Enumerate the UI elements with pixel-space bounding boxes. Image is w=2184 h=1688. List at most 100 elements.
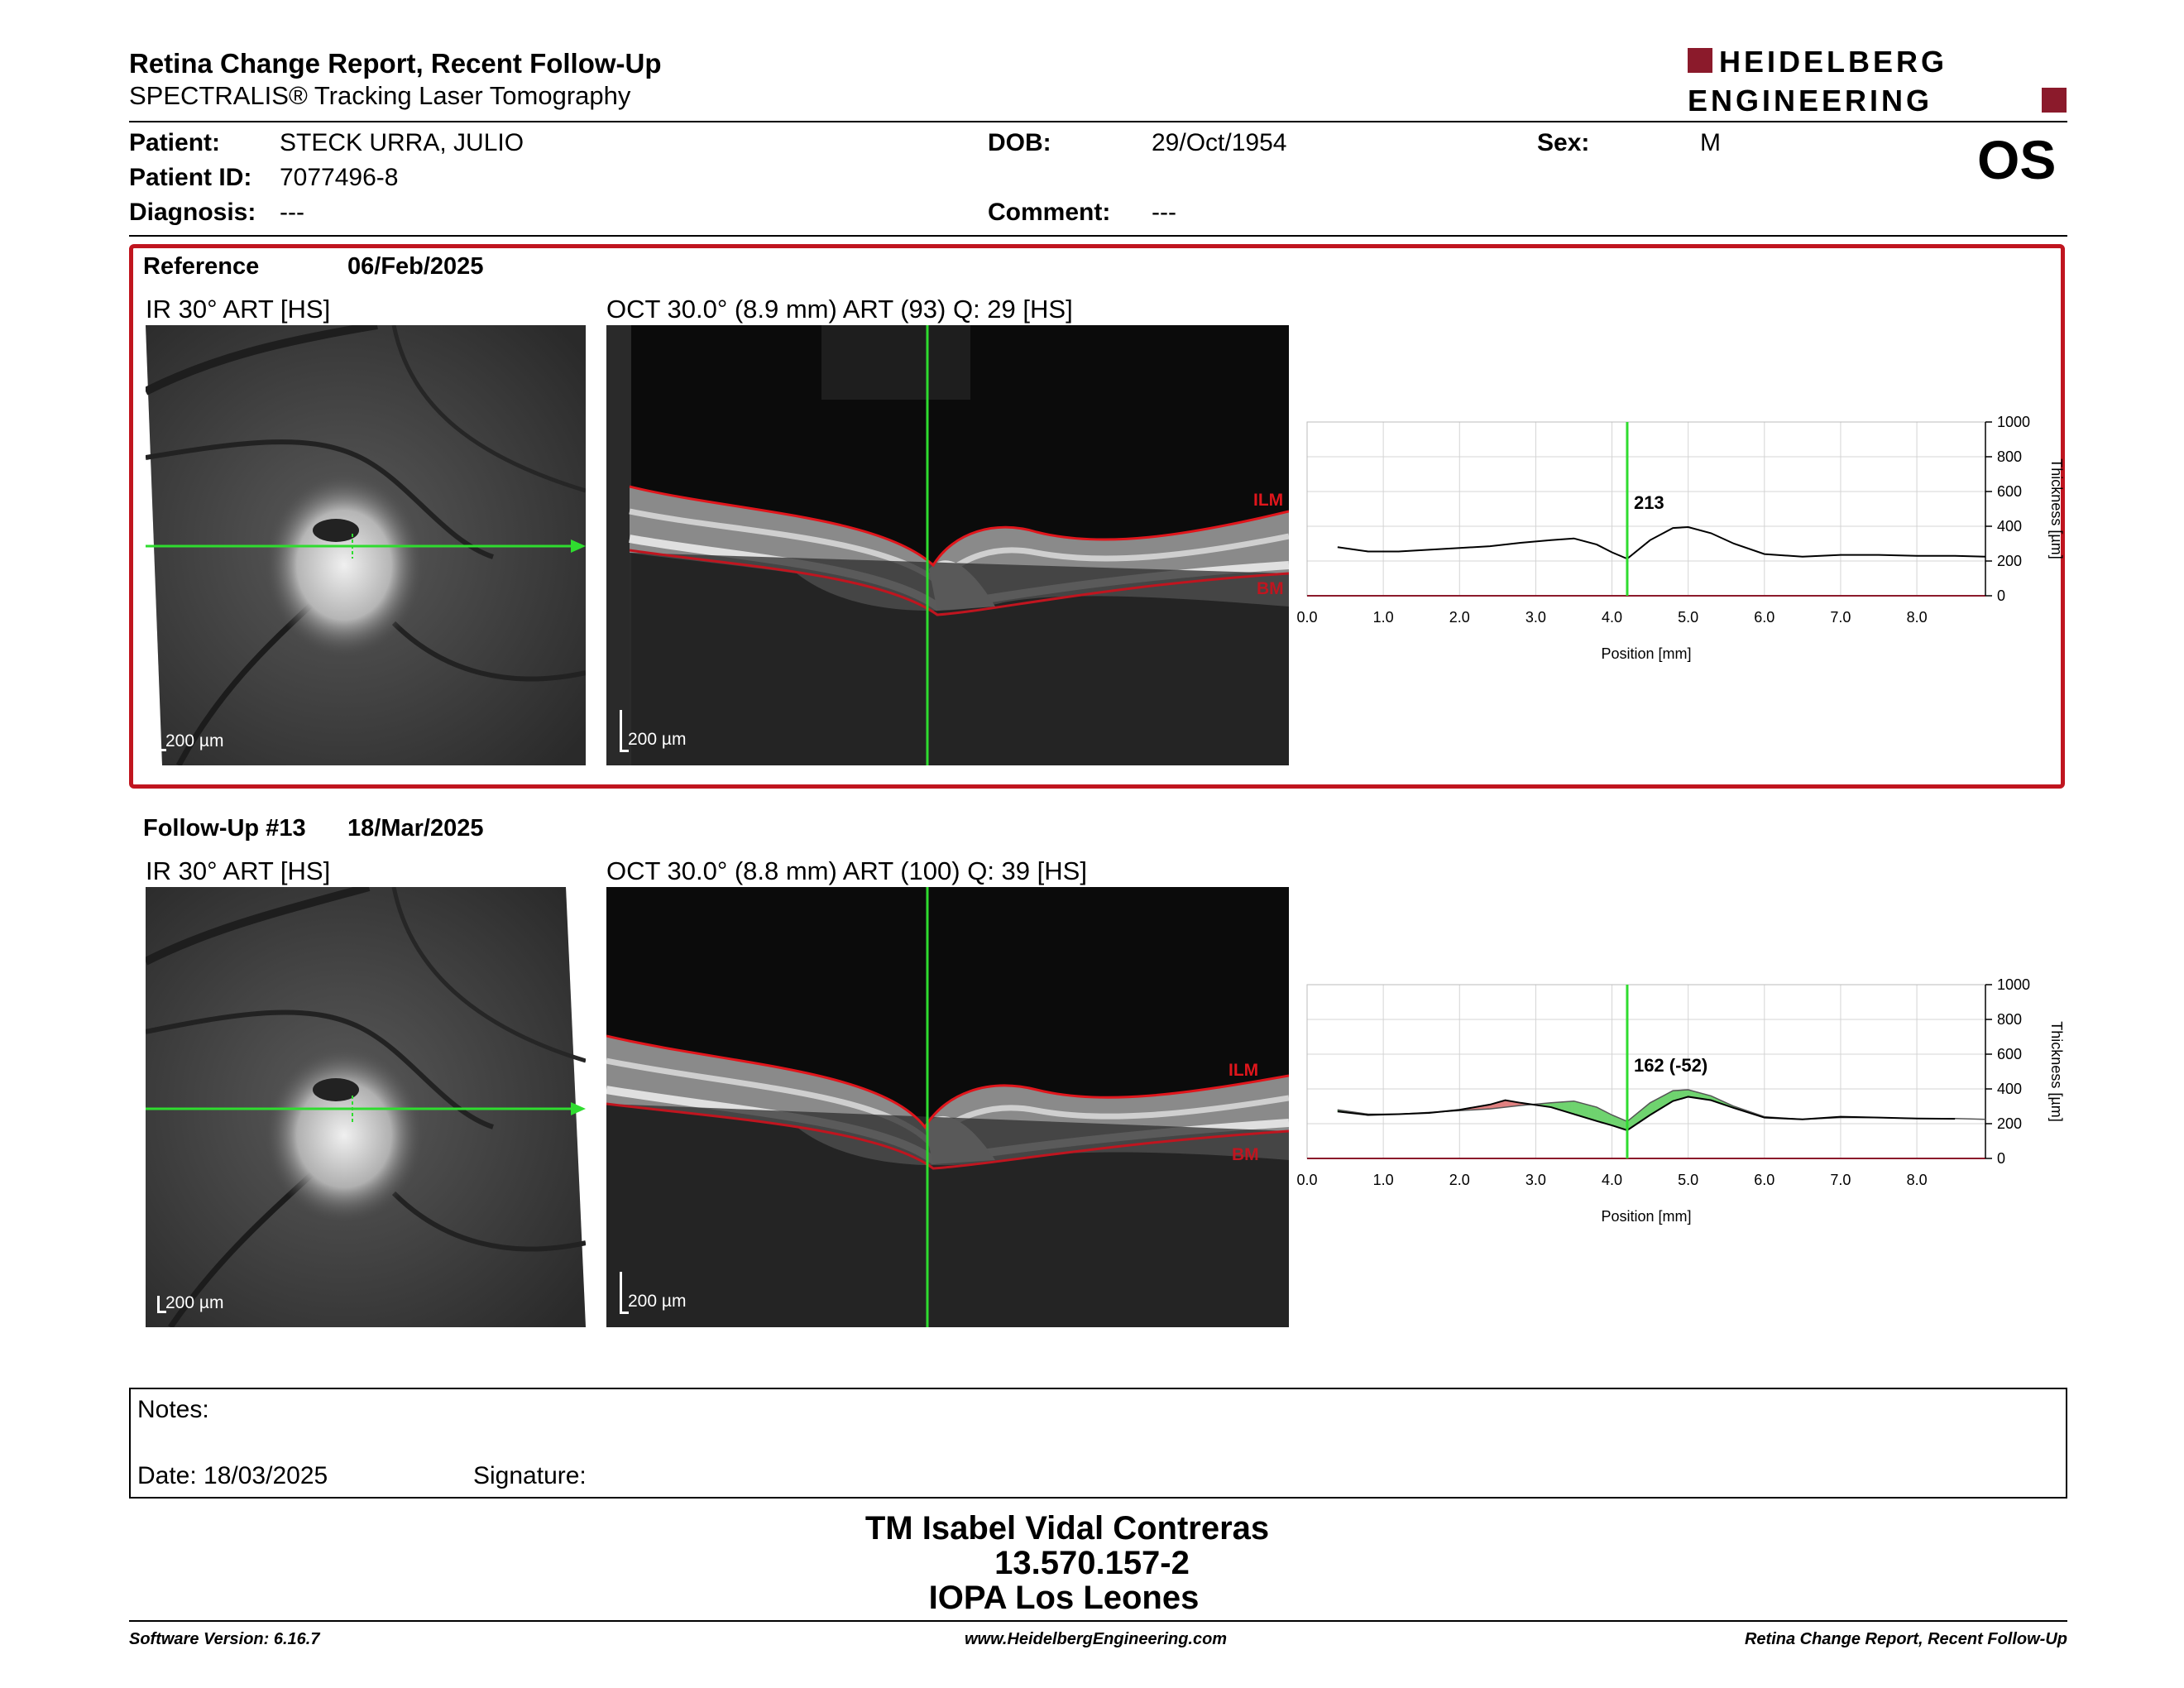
- patient-id: 7077496-8: [280, 164, 399, 191]
- followup-y-tick-label: 0: [1997, 1150, 2005, 1167]
- patient-divider: [129, 235, 2067, 237]
- notes-box: Notes: Date: 18/03/2025 Signature:: [129, 1388, 2067, 1499]
- followup-ir-scale: 200 µm: [165, 1293, 224, 1312]
- followup-bm-label: BM: [1232, 1145, 1259, 1164]
- reference-y-tick-label: 200: [1997, 553, 2022, 569]
- followup-ir-image: 200 µm: [146, 887, 586, 1327]
- reference-x-tick-label: 8.0: [1907, 609, 1928, 626]
- followup-oct-image: ILM BM 200 µm: [606, 887, 1289, 1327]
- reference-x-axis-label: Position [mm]: [1601, 645, 1691, 662]
- followup-change-area: [1585, 1104, 1590, 1120]
- followup-change-area: [1577, 1101, 1582, 1117]
- followup-thickness-chart: 0.0 1.0 2.0 3.0 4.0 5.0 6.0 7.0 8.0 0 200 400 600 800…: [1296, 976, 2065, 1225]
- footer-software-version: Software Version: 6.16.7: [129, 1630, 320, 1648]
- reference-x-tick-label: 7.0: [1830, 609, 1851, 626]
- reference-ir-title: IR 30° ART [HS]: [146, 295, 331, 324]
- followup-ir-title: IR 30° ART [HS]: [146, 856, 331, 885]
- patient-id-label: Patient ID:: [129, 164, 252, 191]
- notes-label: Notes:: [137, 1396, 209, 1423]
- followup-y-tick-label: 600: [1997, 1046, 2022, 1062]
- reference-x-tick-label: 5.0: [1678, 609, 1698, 626]
- followup-x-tick-label: 6.0: [1754, 1172, 1774, 1188]
- dob-label: DOB:: [988, 129, 1051, 156]
- eye-laterality: OS: [1977, 129, 2057, 190]
- followup-x-tick-label: 3.0: [1525, 1172, 1546, 1188]
- followup-change-area: [1592, 1105, 1597, 1122]
- followup-x-tick-label: 1.0: [1373, 1172, 1394, 1188]
- footer-report-name: Retina Change Report, Recent Follow-Up: [1744, 1630, 2067, 1648]
- signature-name: TM Isabel Vidal Contreras: [864, 1510, 1270, 1547]
- reference-x-tick-label: 4.0: [1602, 609, 1622, 626]
- logo-line1: HEIDELBERG: [1719, 45, 1947, 79]
- reference-x-tick-label: 6.0: [1754, 609, 1774, 626]
- reference-label: Reference: [143, 253, 260, 280]
- reference-y-tick-label: 1000: [1997, 414, 2030, 430]
- followup-cursor-value: 162 (-52): [1634, 1055, 1707, 1076]
- reference-ir-image: 200 µm: [146, 325, 586, 765]
- footer-website: www.HeidelbergEngineering.com: [965, 1630, 1228, 1648]
- reference-ir-scale-bar: [157, 734, 166, 751]
- sex-label: Sex:: [1537, 129, 1590, 156]
- followup-x-tick-label: 2.0: [1449, 1172, 1470, 1188]
- patient-label: Patient:: [129, 129, 221, 156]
- reference-x-tick-label: 3.0: [1525, 609, 1546, 626]
- report-subtitle: SPECTRALIS® Tracking Laser Tomography: [129, 81, 631, 110]
- followup-y-tick-label: 800: [1997, 1011, 2022, 1028]
- followup-date: 18/Mar/2025: [347, 815, 484, 842]
- reference-frame: [129, 244, 2065, 789]
- followup-oct-scale: 200 µm: [628, 1292, 687, 1311]
- followup-change-area: [1581, 1102, 1586, 1118]
- followup-x-tick-label: 7.0: [1830, 1172, 1851, 1188]
- followup-x-tick-label: 5.0: [1678, 1172, 1698, 1188]
- reference-y-tick-label: 0: [1997, 587, 2005, 604]
- followup-oct-scale-bar: [620, 1272, 629, 1314]
- logo-line2: ENGINEERING: [1688, 84, 1933, 117]
- reference-x-tick-label: 0.0: [1296, 609, 1317, 626]
- followup-x-tick-label: 4.0: [1602, 1172, 1622, 1188]
- reference-cursor-value: 213: [1634, 492, 1664, 513]
- followup-y-tick-label: 200: [1997, 1115, 2022, 1132]
- reference-bm-label: BM: [1257, 579, 1284, 598]
- reference-x-tick-label: 1.0: [1373, 609, 1394, 626]
- followup-y-axis-label: Thickness [µm]: [2048, 1021, 2065, 1121]
- reference-ilm-label: ILM: [1253, 491, 1283, 510]
- signature-institution: IOPA Los Leones: [928, 1580, 1200, 1616]
- followup-y-tick-label: 1000: [1997, 976, 2030, 993]
- notes-date: Date: 18/03/2025: [137, 1462, 328, 1489]
- header-divider: [129, 121, 2067, 122]
- reference-thickness-chart: 0.0 1.0 2.0 3.0 4.0 5.0 6.0 7.0 8.0 0 200 400 600 800…: [1296, 414, 2065, 662]
- dob-value: 29/Oct/1954: [1152, 129, 1287, 156]
- followup-ir-scale-bar: [157, 1296, 166, 1313]
- diagnosis-value: ---: [280, 199, 304, 226]
- followup-change-area: [1573, 1101, 1578, 1116]
- patient-name: STECK URRA, JULIO: [280, 129, 524, 156]
- reference-y-tick-label: 400: [1997, 518, 2022, 535]
- comment-label: Comment:: [988, 199, 1111, 226]
- reference-y-tick-label: 800: [1997, 448, 2022, 465]
- followup-x-axis-label: Position [mm]: [1601, 1208, 1691, 1225]
- reference-oct-scale: 200 µm: [628, 730, 687, 749]
- signature-id: 13.570.157-2: [994, 1545, 1190, 1581]
- followup-oct-title: OCT 30.0° (8.8 mm) ART (100) Q: 39 [HS]: [606, 856, 1087, 885]
- followup-label: Follow-Up #13: [143, 815, 306, 842]
- reference-x-tick-label: 2.0: [1449, 609, 1470, 626]
- signature-label: Signature:: [473, 1462, 587, 1489]
- reference-oct-scale-bar: [620, 710, 629, 752]
- reference-date: 06/Feb/2025: [347, 253, 484, 280]
- followup-x-tick-label: 8.0: [1907, 1172, 1928, 1188]
- reference-oct-title: OCT 30.0° (8.9 mm) ART (93) Q: 29 [HS]: [606, 295, 1073, 324]
- followup-change-area: [1569, 1101, 1574, 1115]
- comment-value: ---: [1152, 199, 1176, 226]
- report-title: Retina Change Report, Recent Follow-Up: [129, 48, 662, 79]
- reference-ir-scale: 200 µm: [165, 731, 224, 750]
- reference-thickness-line: [1337, 526, 1986, 560]
- heidelberg-logo: HEIDELBERG ENGINEERING: [1688, 45, 2067, 117]
- reference-y-tick-label: 600: [1997, 483, 2022, 500]
- footer-divider: [129, 1620, 2067, 1622]
- followup-x-tick-label: 0.0: [1296, 1172, 1317, 1188]
- followup-thickness-line: [1337, 1096, 1956, 1132]
- followup-change-area: [1588, 1105, 1593, 1120]
- reference-y-axis-label: Thickness [µm]: [2048, 458, 2065, 559]
- reference-oct-image: ILM BM 200 µm: [606, 325, 1289, 765]
- followup-ilm-label: ILM: [1228, 1061, 1258, 1080]
